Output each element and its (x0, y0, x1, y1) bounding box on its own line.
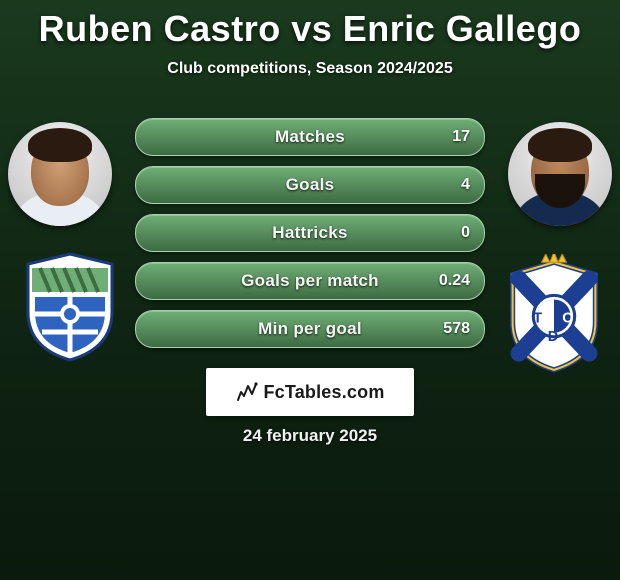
comparison-card: Ruben Castro vs Enric Gallego Club compe… (0, 0, 620, 580)
stat-row-goals: Goals 4 (135, 166, 485, 204)
club-left-badge (18, 248, 122, 364)
player-right-photo (508, 122, 612, 226)
player-left-photo (8, 122, 112, 226)
fctables-logo-icon (235, 380, 259, 404)
svg-text:T: T (533, 310, 542, 326)
page-title: Ruben Castro vs Enric Gallego (0, 0, 620, 50)
malaga-shield-icon (20, 250, 120, 362)
club-right-badge: T C D (502, 256, 606, 372)
brand-text: FcTables.com (263, 382, 384, 403)
date-line: 24 february 2025 (0, 426, 620, 446)
stat-label: Goals per match (241, 271, 379, 291)
stat-row-matches: Matches 17 (135, 118, 485, 156)
svg-text:C: C (562, 310, 573, 326)
stat-value-right: 0.24 (439, 272, 470, 290)
stat-label: Matches (275, 127, 345, 147)
stat-value-right: 4 (461, 176, 470, 194)
subtitle: Club competitions, Season 2024/2025 (0, 60, 620, 78)
stat-row-min-per-goal: Min per goal 578 (135, 310, 485, 348)
stat-value-right: 0 (461, 224, 470, 242)
stats-area: Matches 17 Goals 4 Hattricks 0 Goals per… (135, 118, 485, 358)
player-right-hair (528, 128, 592, 162)
stat-label: Goals (286, 175, 335, 195)
stat-label: Hattricks (272, 223, 347, 243)
stat-row-goals-per-match: Goals per match 0.24 (135, 262, 485, 300)
player-left-hair (28, 128, 92, 162)
svg-text:D: D (548, 329, 558, 345)
stat-value-right: 578 (443, 320, 470, 338)
stat-value-right: 17 (452, 128, 470, 146)
tenerife-shield-icon: T C D (502, 254, 606, 374)
stat-row-hattricks: Hattricks 0 (135, 214, 485, 252)
stat-label: Min per goal (258, 319, 362, 339)
brand-box: FcTables.com (206, 368, 414, 416)
